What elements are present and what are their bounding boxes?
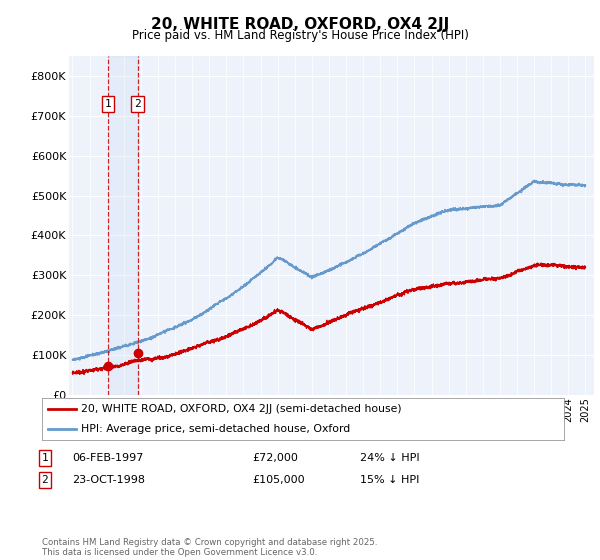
Bar bbox=[108, 56, 137, 395]
Text: 2: 2 bbox=[134, 99, 141, 109]
Text: 06-FEB-1997: 06-FEB-1997 bbox=[72, 453, 143, 463]
Text: £105,000: £105,000 bbox=[252, 475, 305, 485]
Text: 20, WHITE ROAD, OXFORD, OX4 2JJ: 20, WHITE ROAD, OXFORD, OX4 2JJ bbox=[151, 17, 449, 32]
Text: 20, WHITE ROAD, OXFORD, OX4 2JJ (semi-detached house): 20, WHITE ROAD, OXFORD, OX4 2JJ (semi-de… bbox=[81, 404, 402, 414]
Text: 1: 1 bbox=[41, 453, 49, 463]
Text: £72,000: £72,000 bbox=[252, 453, 298, 463]
Text: 24% ↓ HPI: 24% ↓ HPI bbox=[360, 453, 419, 463]
Text: Contains HM Land Registry data © Crown copyright and database right 2025.
This d: Contains HM Land Registry data © Crown c… bbox=[42, 538, 377, 557]
Text: 2: 2 bbox=[41, 475, 49, 485]
Text: 15% ↓ HPI: 15% ↓ HPI bbox=[360, 475, 419, 485]
Text: HPI: Average price, semi-detached house, Oxford: HPI: Average price, semi-detached house,… bbox=[81, 424, 350, 434]
Text: 1: 1 bbox=[105, 99, 112, 109]
Text: 23-OCT-1998: 23-OCT-1998 bbox=[72, 475, 145, 485]
Text: Price paid vs. HM Land Registry's House Price Index (HPI): Price paid vs. HM Land Registry's House … bbox=[131, 29, 469, 42]
